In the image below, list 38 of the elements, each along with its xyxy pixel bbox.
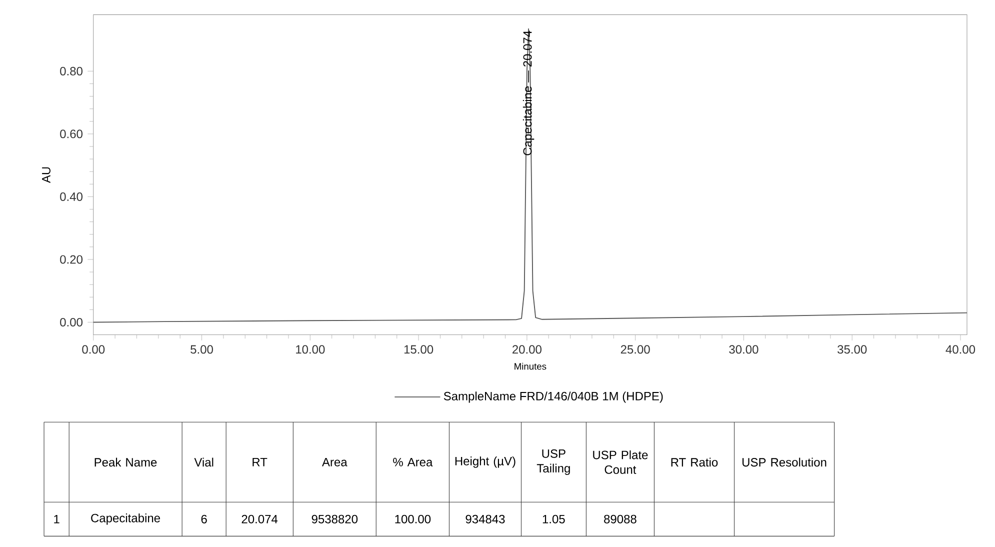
x-tick-label: 10.00: [296, 345, 325, 354]
text: RT: [252, 458, 268, 466]
x-axis-title: Minutes: [514, 362, 546, 370]
text: Height (µV): [455, 456, 516, 468]
text: USP Tailing: [536, 449, 570, 475]
text: 1.05: [542, 514, 565, 524]
y-tick-label: 0.60: [60, 130, 83, 138]
annotation: Capecitabine — 20.074: [522, 30, 534, 156]
x-tick-label: 35.00: [838, 345, 867, 354]
x-tick-label: 5.00: [190, 345, 213, 354]
text: 934843: [466, 514, 505, 524]
text: 9538820: [312, 514, 358, 524]
text: % Area: [393, 458, 433, 466]
x-tick-label: 40.00: [946, 345, 976, 354]
x-tick-label: 25.00: [620, 345, 650, 354]
x-tick-label: 20.00: [512, 345, 542, 354]
text: Vial: [194, 458, 214, 467]
y-tick-label: 0.20: [60, 255, 83, 264]
text: RT Ratio: [671, 458, 718, 467]
line-series: [92, 28, 968, 323]
text: 1: [54, 515, 60, 524]
text: Peak Name: [94, 458, 157, 467]
x-tick-label: 30.00: [729, 345, 758, 354]
text: USP Resolution: [742, 458, 826, 467]
text: 89088: [604, 514, 636, 524]
x-tick-label: 0.00: [82, 345, 105, 354]
text: USP Plate Count: [593, 450, 648, 474]
y-tick-label: 0.80: [60, 66, 83, 76]
legend-label: SampleName FRD/146/040B 1M (HDPE): [444, 392, 663, 403]
text: 6: [201, 514, 207, 524]
text: Area: [322, 458, 348, 466]
y-axis-title: AU: [42, 167, 50, 184]
text: 100.00: [395, 514, 431, 524]
x-tick-label: 15.00: [404, 345, 434, 354]
text: Capecitabine: [91, 514, 160, 525]
y-tick-label: 0.40: [60, 192, 83, 202]
y-tick-label: 0.00: [60, 318, 83, 327]
text: 20.074: [242, 514, 278, 524]
